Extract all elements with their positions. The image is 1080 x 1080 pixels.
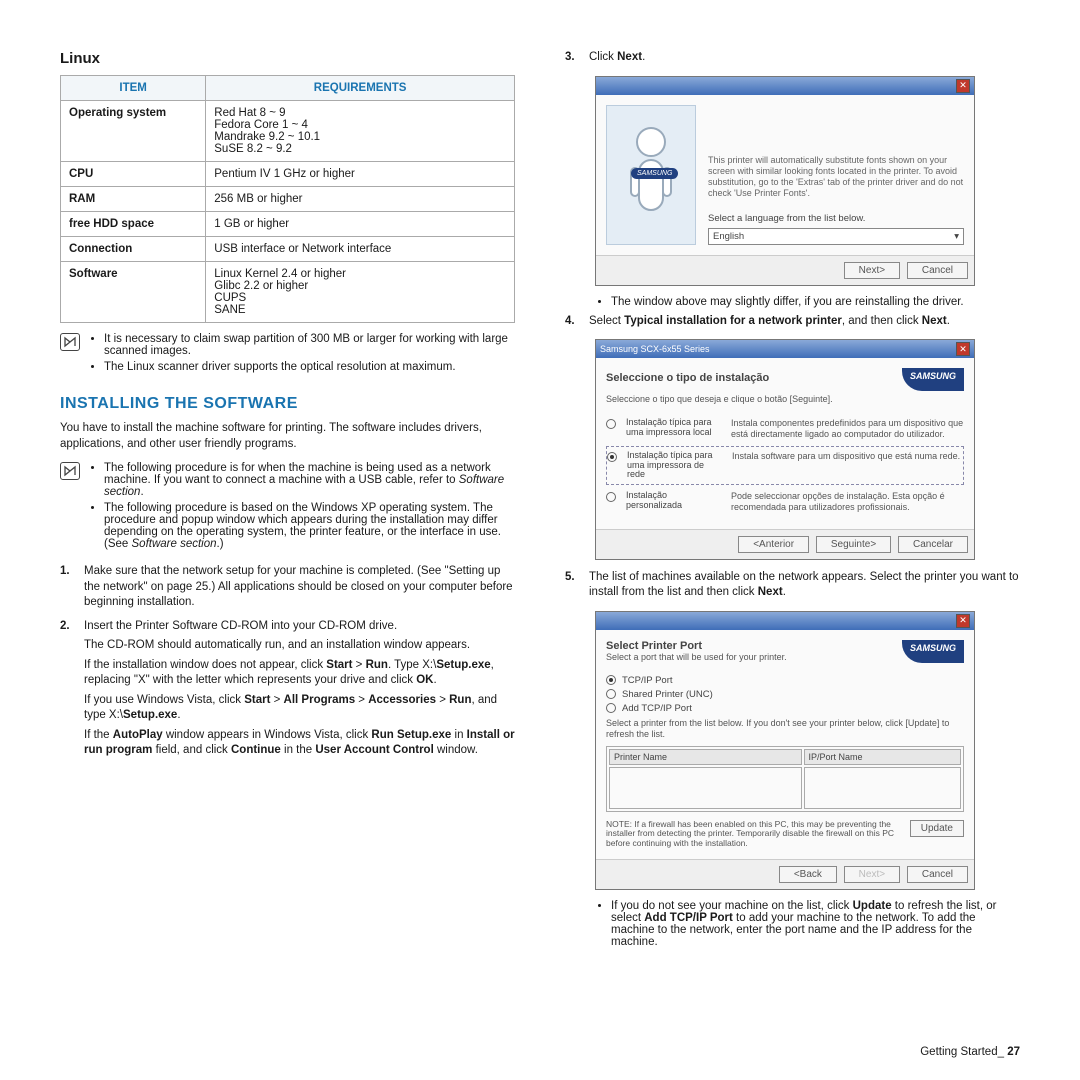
row-sw-k: Software (61, 262, 206, 323)
screenshot-select-port: ✕ SAMSUNG Select Printer Port Select a p… (595, 611, 975, 890)
row-cpu-v: Pentium IV 1 GHz or higher (206, 162, 515, 187)
radio-tcpip[interactable]: TCP/IP Port (606, 675, 964, 686)
th-req: REQUIREMENTS (206, 76, 515, 101)
col-ip-port: IP/Port Name (804, 749, 962, 765)
note1-b: The Linux scanner driver supports the op… (104, 361, 515, 373)
cancel-button[interactable]: Cancelar (898, 536, 968, 553)
step3-text: Click Next. (589, 50, 645, 66)
install-opt-custom[interactable]: Instalação personalizadaPode seleccionar… (606, 485, 964, 519)
screenshot-install-type: Samsung SCX-6x55 Series ✕ SAMSUNG Selecci… (595, 339, 975, 560)
col-printer-name: Printer Name (609, 749, 802, 765)
row-os-k: Operating system (61, 101, 206, 162)
row-sw-v: Linux Kernel 2.4 or higher Glibc 2.2 or … (206, 262, 515, 323)
back-button[interactable]: <Back (779, 866, 837, 883)
next-button[interactable]: Next> (844, 262, 900, 279)
ss1-desc: This printer will automatically substitu… (708, 155, 964, 198)
after-ss1-bullet: The window above may slightly differ, if… (611, 296, 1020, 308)
note-icon (60, 333, 80, 351)
install-opt-network[interactable]: Instalação típica para uma impressora de… (606, 446, 964, 486)
step4-text: Select Typical installation for a networ… (589, 314, 950, 330)
screenshot-language: ✕ SAMSUNG This printer will automaticall… (595, 76, 975, 286)
samsung-badge: SAMSUNG (902, 368, 964, 391)
update-button[interactable]: Update (910, 820, 964, 837)
step4-num: 4. (565, 314, 581, 330)
printer-list-table: Printer NameIP/Port Name (606, 746, 964, 812)
step3-num: 3. (565, 50, 581, 66)
next-button[interactable]: Next> (844, 866, 900, 883)
close-icon[interactable]: ✕ (956, 342, 970, 356)
row-hdd-v: 1 GB or higher (206, 212, 515, 237)
note-icon (60, 462, 80, 480)
radio-add-port[interactable]: Add TCP/IP Port (606, 703, 964, 714)
install-opt-local[interactable]: Instalação típica para uma impressora lo… (606, 412, 964, 446)
row-os-v: Red Hat 8 ~ 9 Fedora Core 1 ~ 4 Mandrake… (206, 101, 515, 162)
install-intro: You have to install the machine software… (60, 421, 515, 452)
cancel-button[interactable]: Cancel (907, 262, 968, 279)
note2-a: The following procedure is for when the … (104, 462, 515, 498)
row-hdd-k: free HDD space (61, 212, 206, 237)
row-cpu-k: CPU (61, 162, 206, 187)
step5-text: The list of machines available on the ne… (589, 570, 1020, 601)
language-select[interactable]: English▾ (708, 228, 964, 245)
th-item: ITEM (61, 76, 206, 101)
samsung-badge: SAMSUNG (902, 640, 964, 663)
row-ram-k: RAM (61, 187, 206, 212)
step2-e: If the AutoPlay window appears in Window… (84, 728, 515, 759)
step2-a: Insert the Printer Software CD-ROM into … (84, 619, 515, 635)
step2-num: 2. (60, 619, 76, 759)
ss3-note1: Select a printer from the list below. If… (606, 718, 964, 740)
row-conn-k: Connection (61, 237, 206, 262)
ss1-label: Select a language from the list below. (708, 213, 964, 224)
step2-b: The CD-ROM should automatically run, and… (84, 638, 515, 654)
step2-d: If you use Windows Vista, click Start > … (84, 693, 515, 724)
step2-c: If the installation window does not appe… (84, 658, 515, 689)
wizard-figure: SAMSUNG (606, 105, 696, 245)
close-icon[interactable]: ✕ (956, 79, 970, 93)
radio-shared[interactable]: Shared Printer (UNC) (606, 689, 964, 700)
linux-heading: Linux (60, 50, 515, 67)
requirements-table: ITEM REQUIREMENTS Operating systemRed Ha… (60, 75, 515, 323)
back-button[interactable]: <Anterior (738, 536, 809, 553)
row-conn-v: USB interface or Network interface (206, 237, 515, 262)
ss2-title: Samsung SCX-6x55 Series (600, 344, 710, 354)
ss2-sub: Seleccione o tipo que deseja e clique o … (606, 394, 964, 404)
note2-b: The following procedure is based on the … (104, 502, 515, 550)
installing-heading: INSTALLING THE SOFTWARE (60, 395, 515, 413)
cancel-button[interactable]: Cancel (907, 866, 968, 883)
ss3-firewall-note: NOTE: If a firewall has been enabled on … (606, 820, 900, 849)
close-icon[interactable]: ✕ (956, 614, 970, 628)
row-ram-v: 256 MB or higher (206, 187, 515, 212)
after-ss3-text: If you do not see your machine on the li… (611, 900, 1020, 948)
note1-a: It is necessary to claim swap partition … (104, 333, 515, 357)
step5-num: 5. (565, 570, 581, 601)
next-button[interactable]: Seguinte> (816, 536, 891, 553)
step1-num: 1. (60, 564, 76, 611)
chevron-down-icon: ▾ (954, 231, 959, 242)
step1-text: Make sure that the network setup for you… (84, 564, 515, 611)
page-footer: Getting Started_ 27 (920, 1046, 1020, 1058)
